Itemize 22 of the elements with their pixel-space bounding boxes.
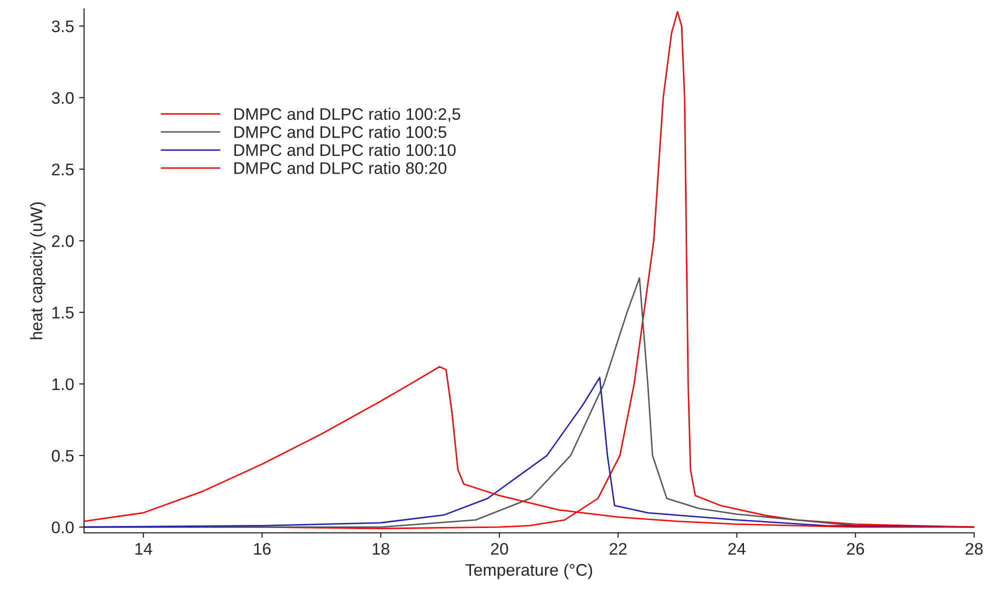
y-tick-label: 2.5 xyxy=(52,164,74,176)
legend-label: DMPC and DLPC ratio 100:2,5 xyxy=(234,108,460,122)
x-tick-label: 20 xyxy=(491,542,508,555)
x-tick-label: 14 xyxy=(135,543,152,555)
x-tick-label: 22 xyxy=(610,542,627,555)
y-axis-title: heat capacity (uW) xyxy=(30,202,46,340)
legend-label: DMPC and DLPC ratio 100:5 xyxy=(234,126,446,138)
x-tick-label: 28 xyxy=(966,542,983,555)
y-tick-label: 2.0 xyxy=(52,235,74,247)
x-tick-label: 24 xyxy=(728,542,746,555)
y-tick-label: 3.5 xyxy=(52,20,74,32)
y-tick-label: 0.5 xyxy=(52,450,74,462)
x-axis-title: Temperature (°C) xyxy=(466,564,592,580)
y-tick-label: 1.0 xyxy=(52,378,74,390)
y-tick-label: 1.5 xyxy=(52,306,74,319)
legend-label: DMPC and DLPC ratio 100:10 xyxy=(234,144,456,156)
y-tick-label: 3.0 xyxy=(52,92,74,104)
x-tick-label: 16 xyxy=(254,542,271,555)
x-tick-label: 26 xyxy=(847,542,864,555)
y-tick-label: 0.0 xyxy=(52,521,74,534)
x-tick-label: 18 xyxy=(372,542,390,555)
legend-label: DMPC and DLPC ratio 80:20 xyxy=(234,162,446,174)
